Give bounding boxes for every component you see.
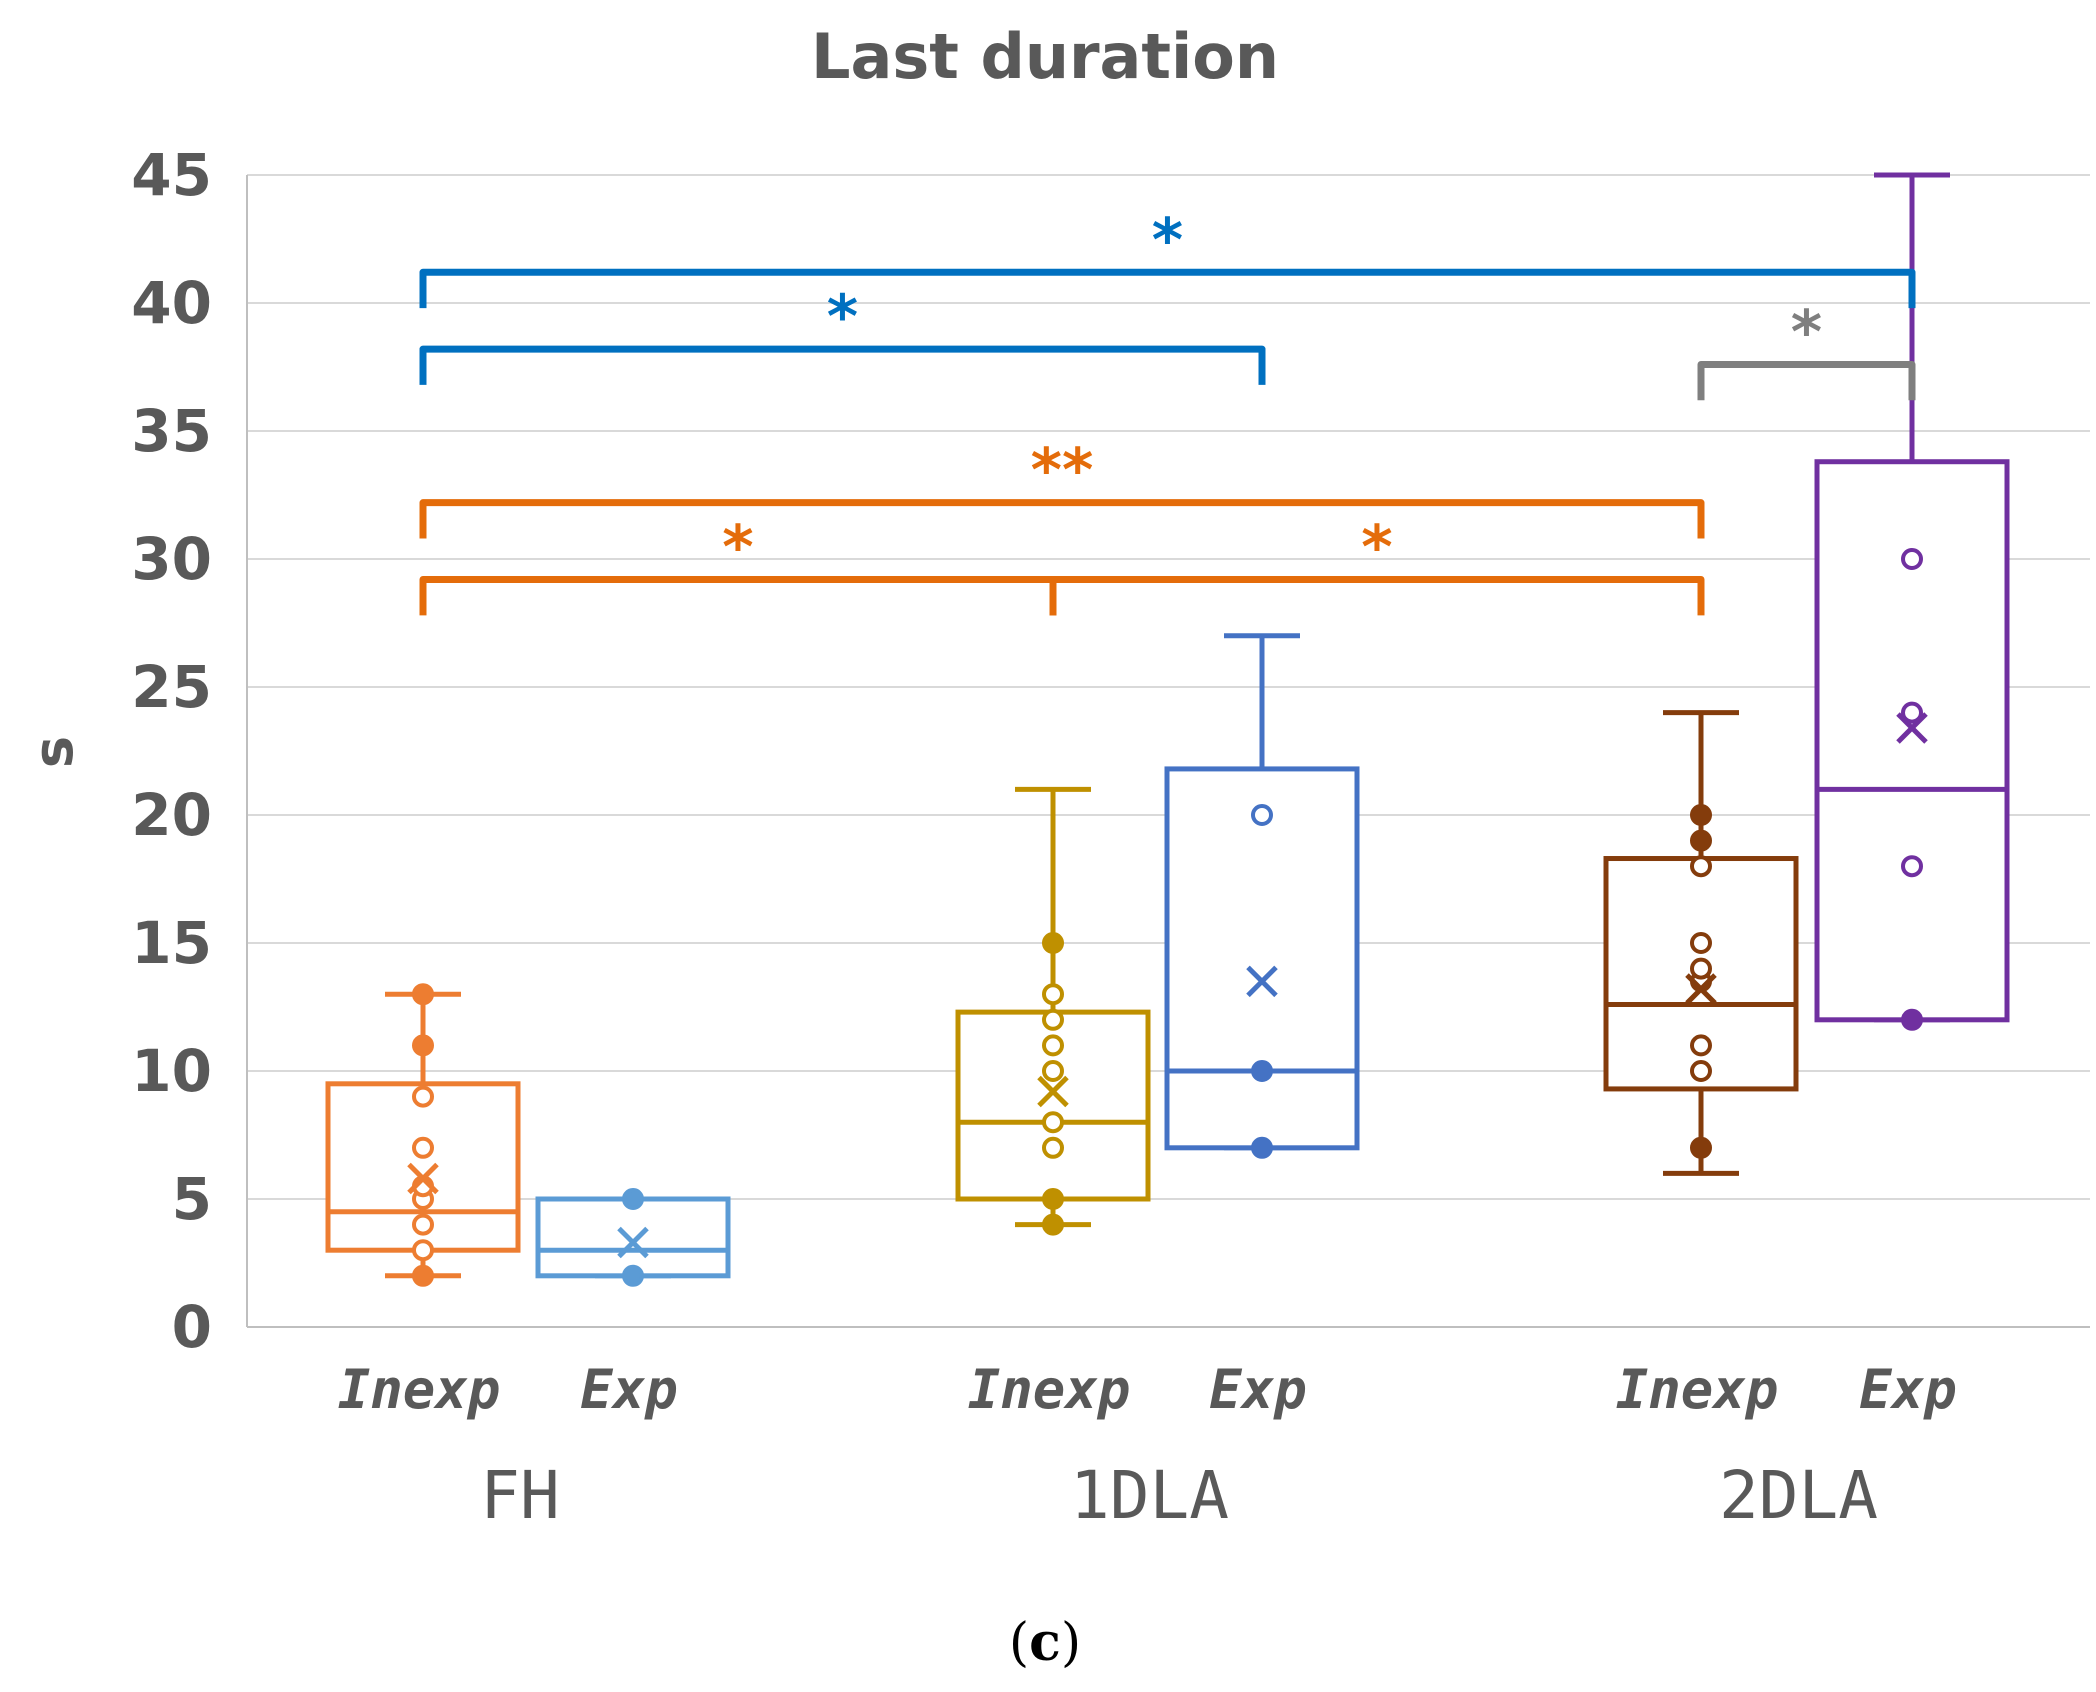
bracket-line <box>1697 360 1916 401</box>
data-point <box>412 1213 434 1236</box>
data-point <box>412 1136 434 1159</box>
figure-caption: (c) <box>1009 1612 1081 1673</box>
y-tick-label: 15 <box>131 909 212 977</box>
box-iqr <box>955 1009 1151 1202</box>
y-tick-label: 10 <box>131 1037 212 1105</box>
data-point <box>412 1085 434 1108</box>
significance-label: * <box>722 512 753 582</box>
caption-letter: c <box>1029 1612 1061 1673</box>
significance-label: * <box>1152 205 1183 275</box>
data-point <box>1690 1034 1712 1057</box>
data-point <box>1042 983 1064 1006</box>
significance-label: * <box>1791 297 1822 367</box>
significance-bracket: * <box>419 205 1916 309</box>
data-point <box>1901 1008 1923 1031</box>
box-iqr <box>1164 766 1360 1151</box>
data-point <box>1042 1111 1064 1134</box>
y-tick-label: 30 <box>131 525 212 593</box>
data-point <box>1251 1136 1273 1159</box>
y-tick-labels: 0 5 10 15 20 25 30 35 40 45 <box>131 141 212 1361</box>
bracket-line <box>419 345 1266 385</box>
data-point <box>412 983 434 1006</box>
data-point <box>1690 804 1712 826</box>
box-iqr <box>535 1196 731 1279</box>
x-group-label: 1DLA <box>1070 1457 1229 1534</box>
box-series <box>1814 172 2010 1031</box>
y-tick-label: 35 <box>131 397 212 465</box>
data-point <box>1042 932 1064 954</box>
mean-marker <box>1896 712 1928 744</box>
mean-marker <box>617 1226 649 1259</box>
y-tick-label: 20 <box>131 781 212 849</box>
y-tick-label: 5 <box>172 1165 212 1233</box>
mean-marker <box>1246 965 1278 998</box>
data-point <box>1042 1188 1064 1210</box>
bracket-line <box>419 499 1705 539</box>
data-point <box>1690 855 1712 878</box>
data-point <box>1690 932 1712 954</box>
chart-title: Last duration <box>811 20 1279 93</box>
box-series <box>955 786 1151 1236</box>
data-point <box>1042 1008 1064 1031</box>
significance-label: * <box>1361 512 1392 582</box>
data-point <box>1901 548 1923 570</box>
boxes <box>325 172 2010 1287</box>
axes <box>246 175 2090 1328</box>
mean-marker <box>1685 973 1717 1005</box>
x-tick-label: Exp <box>1209 1358 1307 1421</box>
data-point <box>1251 804 1273 826</box>
significance-bracket: * <box>419 282 1266 385</box>
box-series <box>325 983 521 1287</box>
category-labels: Inexp Exp Inexp Exp Inexp Exp FH 1DLA 2DLA <box>338 1358 1957 1534</box>
significance-brackets: ** **** * <box>419 205 1916 616</box>
data-point <box>1690 1136 1712 1159</box>
bracket-line <box>419 268 1916 309</box>
y-axis-label: s <box>22 736 85 768</box>
significance-bracket: * <box>1697 297 1916 401</box>
data-point <box>1042 1213 1064 1236</box>
mean-marker <box>407 1162 439 1195</box>
box-iqr <box>1814 459 2010 1023</box>
significance-bracket: ** <box>419 436 1705 539</box>
caption-open-paren: ( <box>1009 1613 1029 1673</box>
data-point <box>1690 829 1712 852</box>
data-point <box>412 1034 434 1057</box>
x-tick-label: Inexp <box>1616 1358 1779 1421</box>
x-tick-label: Exp <box>580 1358 678 1421</box>
x-tick-label: Inexp <box>338 1358 501 1421</box>
x-tick-label: Inexp <box>968 1358 1131 1421</box>
caption-close-paren: ) <box>1061 1613 1081 1673</box>
data-point <box>1042 1136 1064 1159</box>
data-point <box>412 1264 434 1287</box>
data-point <box>1690 1060 1712 1082</box>
data-point <box>1690 957 1712 980</box>
grid-lines <box>247 174 2090 1200</box>
x-group-label: FH <box>480 1457 559 1534</box>
y-tick-label: 25 <box>131 653 212 721</box>
box-series <box>1603 710 1799 1176</box>
x-tick-label: Exp <box>1859 1358 1957 1421</box>
data-point <box>622 1188 644 1210</box>
y-tick-label: 40 <box>131 269 212 337</box>
significance-label: ** <box>1031 436 1094 506</box>
significance-bracket: * <box>1049 512 1705 616</box>
data-point <box>1251 1060 1273 1082</box>
y-tick-label: 45 <box>131 141 212 209</box>
significance-bracket: * <box>419 512 1057 616</box>
data-point <box>1042 1060 1064 1082</box>
data-point <box>412 1239 434 1262</box>
data-point <box>622 1264 644 1287</box>
data-point <box>1042 1034 1064 1057</box>
data-point <box>1901 701 1923 724</box>
mean-marker <box>1037 1075 1069 1108</box>
bracket-line <box>419 575 1057 616</box>
box-series <box>535 1188 731 1287</box>
bracket-line <box>1049 575 1705 616</box>
significance-label: * <box>827 282 858 352</box>
box-series <box>1164 633 1360 1159</box>
data-point <box>1901 855 1923 878</box>
x-group-label: 2DLA <box>1719 1457 1878 1534</box>
y-tick-label: 0 <box>172 1293 212 1361</box>
